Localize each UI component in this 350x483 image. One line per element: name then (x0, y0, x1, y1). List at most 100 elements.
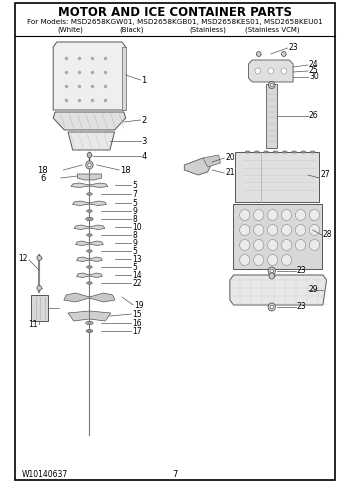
Bar (31, 295, 48, 321)
Ellipse shape (86, 329, 93, 332)
Text: 21: 21 (225, 168, 235, 176)
Text: 2: 2 (141, 115, 147, 125)
Circle shape (309, 240, 320, 251)
Ellipse shape (88, 250, 91, 252)
Polygon shape (68, 311, 111, 321)
Ellipse shape (246, 152, 248, 153)
Ellipse shape (87, 234, 92, 236)
Circle shape (281, 255, 292, 266)
Circle shape (240, 255, 250, 266)
Circle shape (270, 84, 273, 86)
Text: 9: 9 (132, 239, 137, 247)
Text: 15: 15 (132, 310, 142, 318)
Circle shape (268, 82, 275, 88)
Polygon shape (77, 174, 101, 180)
Circle shape (254, 210, 264, 221)
Circle shape (255, 68, 260, 74)
Polygon shape (230, 275, 327, 305)
Polygon shape (68, 132, 114, 150)
Text: 18: 18 (120, 166, 131, 174)
Circle shape (270, 305, 273, 309)
Ellipse shape (86, 321, 93, 325)
Text: (White): (White) (57, 27, 83, 33)
Circle shape (268, 303, 275, 311)
Text: W10140637: W10140637 (22, 469, 68, 479)
Text: 5: 5 (132, 262, 137, 271)
Circle shape (270, 269, 273, 273)
Circle shape (268, 68, 274, 74)
Text: 1: 1 (141, 75, 147, 85)
Circle shape (295, 240, 306, 251)
Circle shape (267, 255, 278, 266)
Ellipse shape (87, 266, 92, 268)
Text: 30: 30 (309, 71, 318, 81)
Circle shape (37, 256, 42, 260)
Ellipse shape (284, 152, 286, 153)
Text: 5: 5 (132, 199, 137, 208)
Polygon shape (90, 273, 102, 278)
Circle shape (240, 210, 250, 221)
Text: 4: 4 (141, 152, 147, 160)
Ellipse shape (88, 218, 91, 220)
Text: 22: 22 (132, 279, 142, 287)
Circle shape (281, 240, 292, 251)
Text: 8: 8 (132, 214, 137, 224)
Polygon shape (76, 241, 90, 245)
Text: (Stainless VCM): (Stainless VCM) (245, 27, 300, 33)
Text: 20: 20 (225, 153, 235, 161)
Polygon shape (72, 201, 90, 205)
Polygon shape (77, 257, 90, 261)
Ellipse shape (265, 152, 267, 153)
Ellipse shape (312, 152, 314, 153)
Text: 3: 3 (141, 137, 147, 145)
Ellipse shape (273, 151, 278, 153)
Ellipse shape (302, 152, 304, 153)
Text: (Stainless): (Stainless) (189, 27, 226, 33)
Ellipse shape (254, 151, 259, 153)
Polygon shape (53, 112, 126, 130)
Ellipse shape (282, 151, 287, 153)
Circle shape (240, 225, 250, 236)
Text: 16: 16 (132, 318, 142, 327)
Polygon shape (74, 225, 90, 229)
Circle shape (281, 225, 292, 236)
Polygon shape (90, 201, 106, 205)
Circle shape (37, 285, 42, 290)
Circle shape (295, 225, 306, 236)
Text: 27: 27 (320, 170, 330, 179)
Text: 26: 26 (309, 111, 318, 119)
Text: 5: 5 (132, 181, 137, 189)
Circle shape (240, 240, 250, 251)
Polygon shape (122, 47, 126, 110)
Text: MOTOR AND ICE CONTAINER PARTS: MOTOR AND ICE CONTAINER PARTS (58, 5, 292, 18)
Text: 25: 25 (309, 66, 318, 74)
Bar (236, 152, 319, 202)
Circle shape (281, 52, 286, 57)
Text: 11: 11 (28, 319, 37, 328)
Circle shape (257, 52, 261, 57)
Ellipse shape (292, 151, 296, 153)
Bar (233, 204, 322, 269)
Circle shape (309, 225, 320, 236)
Ellipse shape (264, 151, 268, 153)
Circle shape (267, 225, 278, 236)
Polygon shape (71, 183, 90, 187)
Polygon shape (90, 183, 108, 187)
Circle shape (87, 153, 92, 157)
Text: 13: 13 (132, 255, 142, 264)
Text: 17: 17 (132, 327, 142, 336)
Polygon shape (77, 273, 90, 278)
Ellipse shape (88, 193, 91, 195)
Circle shape (254, 240, 264, 251)
Polygon shape (184, 158, 212, 175)
Circle shape (86, 161, 93, 169)
Ellipse shape (88, 211, 91, 212)
Ellipse shape (245, 151, 250, 153)
Text: (Black): (Black) (119, 27, 144, 33)
Polygon shape (203, 155, 220, 167)
Circle shape (254, 255, 264, 266)
Polygon shape (90, 257, 102, 261)
Text: 10: 10 (132, 223, 142, 231)
Ellipse shape (310, 151, 315, 153)
Ellipse shape (87, 210, 92, 212)
